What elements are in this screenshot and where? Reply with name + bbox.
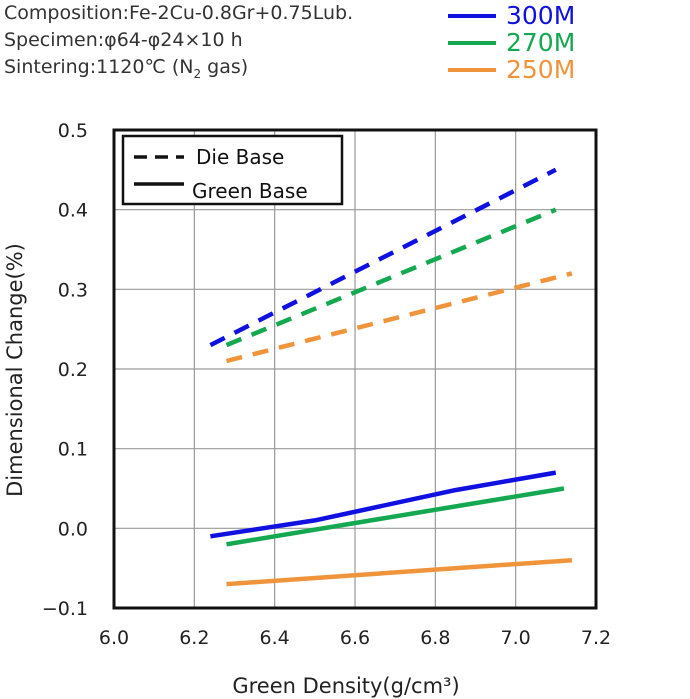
- x-tick-label: 6.6: [340, 627, 370, 649]
- x-tick-label: 7.2: [581, 627, 611, 649]
- sintering-text: Sintering:1120℃ (N2 gas): [4, 56, 248, 81]
- sintering-suffix: gas): [201, 56, 249, 78]
- y-tick-label: 0.3: [58, 279, 88, 301]
- grid: [114, 130, 596, 608]
- x-tick-label: 6.0: [99, 627, 129, 649]
- series-legend-item: 300M: [448, 1, 688, 30]
- series-line-270m-die-base: [225, 207, 557, 348]
- style-legend-box: [121, 134, 344, 206]
- series-legend-swatch: [448, 68, 496, 72]
- x-tick-label: 6.4: [260, 627, 290, 649]
- series-line-250m-green-base: [226, 557, 573, 587]
- x-axis-label: Green Density(g/cm³): [232, 674, 459, 698]
- y-tick-label: −0.1: [42, 598, 88, 620]
- series-legend-label: 250M: [506, 55, 576, 84]
- plot-frame: [112, 128, 598, 610]
- composition-text: Composition:Fe-2Cu-0.8Gr+0.75Lub.: [4, 2, 354, 24]
- series-legend-item: 250M: [448, 55, 688, 84]
- y-tick-label: 0.2: [58, 359, 88, 381]
- y-tick-label: 0.0: [58, 518, 88, 540]
- series-line-300m-die-base: [209, 167, 557, 348]
- tick-labels: 6.0 6.2 6.4 6.6 6.8 7.0 7.2 0.5 0.4 0.3 0.2 0.1 0.0 −…: [42, 120, 611, 649]
- style-legend-label-green: Green Base: [192, 179, 308, 203]
- series-legend-label: 300M: [506, 1, 576, 30]
- series-legend-swatch: [448, 41, 496, 45]
- sintering-prefix: Sintering:1120℃ (N: [4, 56, 194, 78]
- style-legend-label-die: Die Base: [196, 145, 284, 169]
- y-tick-label: 0.1: [58, 439, 88, 461]
- x-tick-label: 7.0: [501, 627, 531, 649]
- y-tick-label: 0.4: [58, 200, 88, 222]
- style-legend: Die Base Green Base: [121, 134, 344, 206]
- x-tick-label: 6.2: [179, 627, 209, 649]
- y-tick-label: 0.5: [58, 120, 88, 142]
- series-line-250m-die-base: [225, 271, 573, 364]
- specimen-text: Specimen:φ64-φ24×10 h: [4, 29, 243, 51]
- series-line-300m-green-base: [210, 470, 557, 539]
- y-axis-label: Dimensional Change(%): [3, 243, 27, 497]
- sintering-subscript: 2: [193, 66, 202, 81]
- series-legend-label: 270M: [506, 28, 576, 57]
- series-legend-item: 270M: [448, 28, 688, 57]
- series-layer: [209, 167, 573, 587]
- series-legend-swatch: [448, 14, 496, 18]
- series-line-270m-green-base: [226, 486, 565, 547]
- x-tick-label: 6.8: [420, 627, 450, 649]
